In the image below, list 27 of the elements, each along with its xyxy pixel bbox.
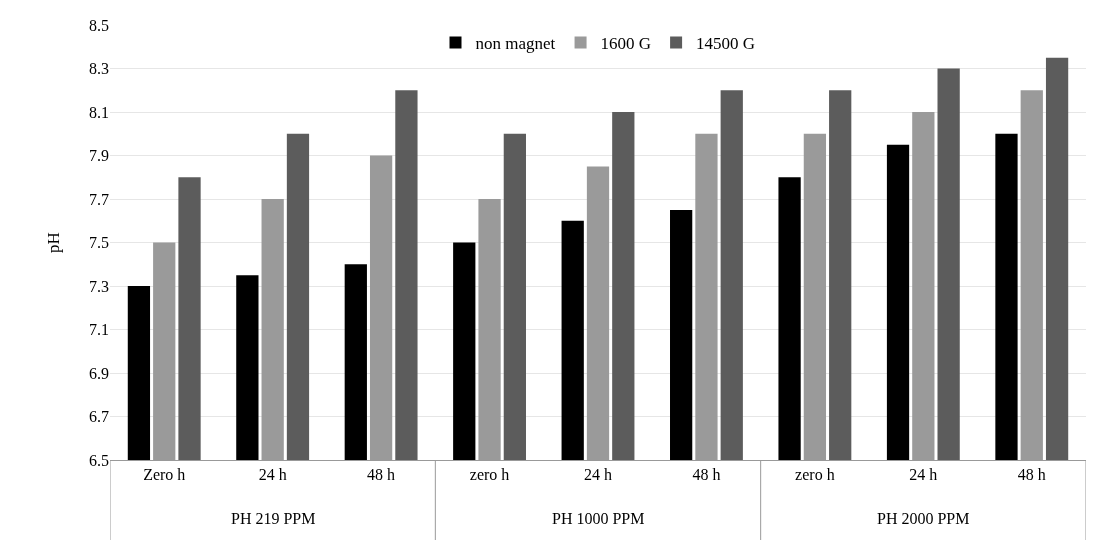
- y-tick-label: 7.5: [89, 234, 109, 252]
- y-tick-label: 8.3: [89, 60, 109, 78]
- y-tick-label: 7.7: [89, 190, 109, 208]
- x-tick-label: 24 h: [909, 466, 938, 484]
- y-tick-label: 6.9: [89, 364, 109, 382]
- x-tick-label: 24 h: [258, 466, 287, 484]
- y-tick-label: 8.5: [89, 16, 109, 34]
- y-tick-label: 6.7: [89, 408, 109, 426]
- text: PH 1000 PPM: [552, 510, 645, 527]
- legend-label: 1600 G: [600, 34, 652, 54]
- y-tick-label: 7.9: [89, 147, 109, 165]
- x-tick-label: zero h: [469, 466, 510, 484]
- y-tick-label: 7.1: [89, 321, 109, 339]
- text: PH 2000 PPM: [877, 510, 970, 527]
- x-tick-label: 48 h: [367, 466, 396, 484]
- text: PH 219 PPM: [231, 510, 316, 527]
- legend-label: non magnet: [475, 34, 556, 54]
- y-axis-title: pH: [43, 232, 63, 253]
- x-tick-label: Zero h: [143, 466, 186, 484]
- x-tick-label: zero h: [795, 466, 835, 484]
- x-tick-label: 48 h: [1017, 466, 1046, 484]
- legend-label: 14500 G: [696, 34, 756, 54]
- x-tick-label: 24 h: [584, 466, 612, 484]
- x-tick-label: 48 h: [692, 466, 721, 484]
- y-tick-label: 8.1: [89, 103, 109, 121]
- y-tick-label: 6.5: [89, 451, 109, 469]
- y-tick-label: 7.3: [89, 277, 109, 295]
